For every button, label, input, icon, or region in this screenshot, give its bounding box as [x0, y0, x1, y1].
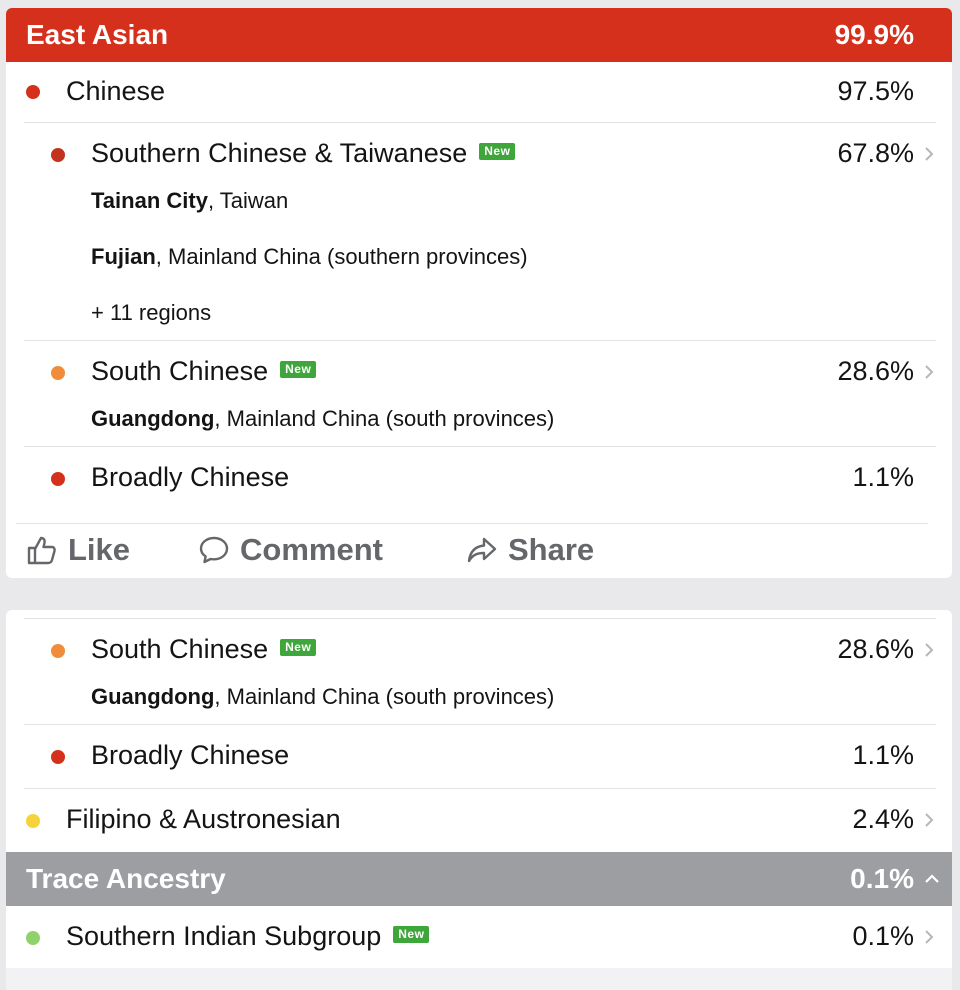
ancestry-row-broadly-chinese[interactable]: Broadly Chinese 1.1% — [6, 447, 952, 519]
comment-button[interactable]: Comment — [198, 532, 383, 568]
region-tainan-country: , Taiwan — [207, 188, 289, 213]
broadly-chinese-dot-icon — [51, 472, 65, 486]
region-fujian-country: , Mainland China (southern provinces) — [155, 244, 528, 269]
divider — [24, 340, 936, 341]
like-button[interactable]: Like — [26, 532, 130, 568]
share-arrow-icon — [467, 537, 497, 563]
ancestry-row-southern-chinese-taiwanese[interactable]: Southern Chinese & Taiwanese New 67.8% Ta… — [6, 123, 952, 341]
divider — [24, 122, 936, 123]
ancestry-row-southern-indian-subgroup[interactable]: Southern Indian Subgroup New 0.1% — [6, 906, 952, 968]
chinese-percent: 97.5% — [837, 76, 914, 106]
region-guangdong-country: , Mainland China (south provinces) — [214, 684, 555, 709]
ancestry-row-filipino-austronesian[interactable]: Filipino & Austronesian 2.4% — [6, 789, 952, 852]
chevron-right-icon[interactable] — [922, 364, 936, 380]
filipino-percent: 2.4% — [852, 804, 914, 834]
region-guangdong-country: , Mainland China (south provinces) — [214, 406, 555, 431]
south-chinese-dot-icon — [51, 366, 65, 380]
broadly-chinese-label: Broadly Chinese — [91, 462, 290, 492]
region-guangdong: Guangdong, Mainland China (south provinc… — [91, 684, 554, 710]
southern-chinese-percent: 67.8% — [837, 138, 914, 168]
speech-bubble-icon — [199, 536, 229, 564]
new-badge: New — [479, 143, 516, 161]
ancestry-row-chinese[interactable]: Chinese 97.5% — [6, 62, 952, 122]
divider — [24, 788, 936, 789]
footer-strip — [6, 968, 952, 990]
region-tainan: Tainan City, Taiwan — [91, 188, 288, 214]
chevron-right-icon[interactable] — [922, 812, 936, 828]
divider — [24, 724, 936, 725]
east-asian-header[interactable]: East Asian 99.9% — [6, 8, 952, 62]
more-regions-link[interactable]: + 11 regions — [91, 300, 212, 325]
south-chinese-dot-icon — [51, 644, 65, 658]
region-guangdong-name: Guangdong — [91, 684, 215, 709]
thumbs-up-icon — [27, 536, 56, 565]
ancestry-row-broadly-chinese[interactable]: Broadly Chinese 1.1% — [6, 725, 952, 789]
post-action-bar: Like Comment Share — [6, 524, 952, 578]
share-button[interactable]: Share — [466, 532, 594, 568]
east-asian-label: East Asian — [26, 19, 169, 50]
south-chinese-percent: 28.6% — [837, 356, 914, 386]
divider — [16, 523, 928, 524]
filipino-dot-icon — [26, 814, 40, 828]
southern-chinese-title: Southern Chinese & Taiwanese New — [91, 138, 516, 169]
southern-chinese-label: Southern Chinese & Taiwanese — [91, 138, 468, 168]
broadly-chinese-percent: 1.1% — [852, 462, 914, 492]
broadly-chinese-dot-icon — [51, 750, 65, 764]
region-tainan-name: Tainan City — [91, 188, 208, 213]
chevron-right-icon[interactable] — [922, 929, 936, 945]
ancestry-row-south-chinese[interactable]: South Chinese New 28.6% Guangdong, Mainla… — [6, 619, 952, 725]
divider — [24, 446, 936, 447]
region-guangdong: Guangdong, Mainland China (south provinc… — [91, 406, 554, 432]
filipino-label: Filipino & Austronesian — [66, 804, 341, 834]
ancestry-card-bottom: South Chinese New 28.6% Guangdong, Mainla… — [6, 610, 952, 990]
ancestry-card-top: East Asian 99.9% Chinese 97.5% Southern … — [6, 8, 952, 578]
region-fujian: Fujian, Mainland China (southern provinc… — [91, 244, 528, 270]
southern-indian-percent: 0.1% — [852, 921, 914, 951]
chevron-right-icon[interactable] — [922, 146, 936, 162]
chevron-up-icon[interactable] — [922, 869, 942, 889]
chevron-right-icon[interactable] — [922, 642, 936, 658]
share-label: Share — [508, 532, 595, 567]
south-chinese-percent: 28.6% — [837, 634, 914, 664]
new-badge: New — [280, 361, 317, 379]
ancestry-row-south-chinese[interactable]: South Chinese New 28.6% Guangdong, Mainla… — [6, 341, 952, 447]
region-guangdong-name: Guangdong — [91, 406, 215, 431]
south-chinese-title: South Chinese New — [91, 634, 317, 665]
region-fujian-name: Fujian — [91, 244, 156, 269]
south-chinese-title: South Chinese New — [91, 356, 317, 387]
south-chinese-label: South Chinese — [91, 356, 269, 386]
southern-indian-label: Southern Indian Subgroup — [66, 921, 382, 951]
trace-ancestry-percent: 0.1% — [850, 863, 914, 894]
east-asian-percent: 99.9% — [834, 19, 914, 50]
broadly-chinese-percent: 1.1% — [852, 740, 914, 770]
trace-ancestry-header[interactable]: Trace Ancestry 0.1% — [6, 852, 952, 906]
comment-label: Comment — [240, 532, 383, 567]
like-label: Like — [68, 532, 131, 567]
new-badge: New — [280, 639, 317, 657]
south-chinese-label: South Chinese — [91, 634, 269, 664]
divider — [24, 618, 936, 619]
chinese-label: Chinese — [66, 76, 166, 106]
trace-ancestry-label: Trace Ancestry — [26, 863, 226, 894]
chinese-dot-icon — [26, 85, 40, 99]
southern-indian-title: Southern Indian Subgroup New — [66, 921, 430, 952]
new-badge: New — [393, 926, 430, 944]
broadly-chinese-label: Broadly Chinese — [91, 740, 290, 770]
southern-chinese-dot-icon — [51, 148, 65, 162]
southern-indian-dot-icon — [26, 931, 40, 945]
